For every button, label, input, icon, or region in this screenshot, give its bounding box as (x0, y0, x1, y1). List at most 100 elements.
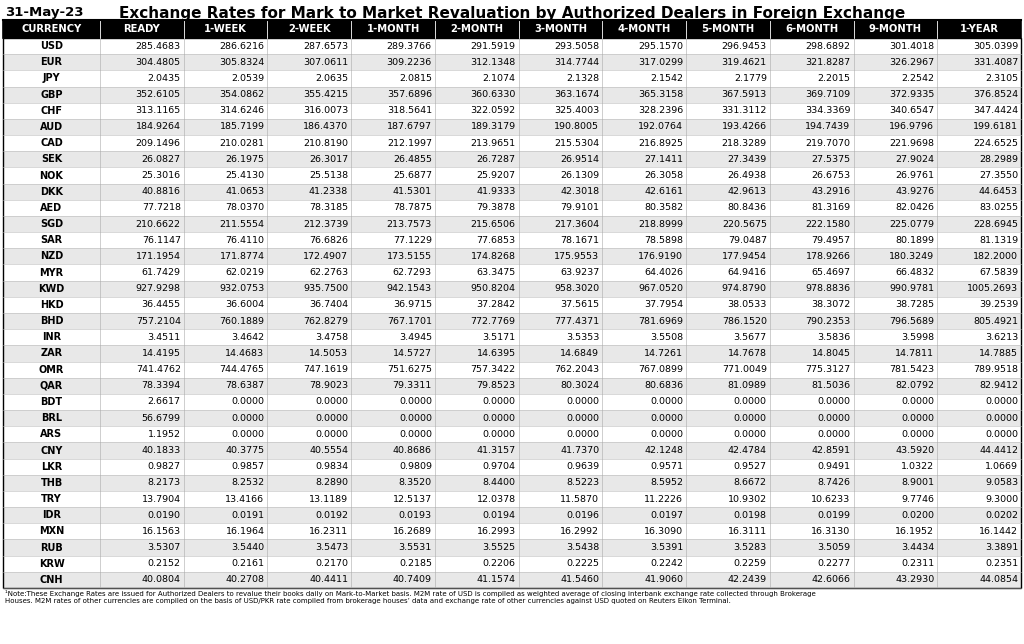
Text: 16.3111: 16.3111 (728, 527, 767, 536)
Text: 0.9704: 0.9704 (482, 462, 516, 471)
Text: 0.9857: 0.9857 (231, 462, 264, 471)
Text: 319.4621: 319.4621 (722, 58, 767, 67)
Text: 11.2226: 11.2226 (644, 495, 683, 504)
Text: QAR: QAR (40, 381, 63, 391)
Text: AED: AED (40, 203, 62, 213)
Bar (3, 524, 1021, 540)
Text: 43.2916: 43.2916 (811, 187, 851, 196)
Text: 3.5440: 3.5440 (231, 543, 264, 552)
Text: 215.5304: 215.5304 (554, 138, 599, 147)
Text: 80.6836: 80.6836 (644, 381, 683, 390)
Text: 26.3017: 26.3017 (309, 155, 348, 164)
Text: 14.4195: 14.4195 (141, 349, 180, 358)
Text: 3.5059: 3.5059 (817, 543, 851, 552)
Text: 81.1319: 81.1319 (979, 236, 1018, 245)
Text: 0.0000: 0.0000 (231, 430, 264, 439)
Text: NOK: NOK (40, 171, 63, 180)
Text: 16.2311: 16.2311 (309, 527, 348, 536)
Text: 16.2993: 16.2993 (476, 527, 516, 536)
Text: 0.2311: 0.2311 (901, 559, 934, 568)
Text: 314.6246: 314.6246 (219, 106, 264, 115)
Text: 352.6105: 352.6105 (135, 90, 180, 99)
Text: 80.8436: 80.8436 (728, 204, 767, 213)
Text: 80.3582: 80.3582 (644, 204, 683, 213)
Text: 0.2351: 0.2351 (985, 559, 1018, 568)
Text: 215.6506: 215.6506 (471, 220, 516, 229)
Text: 40.7409: 40.7409 (393, 575, 432, 584)
Text: 309.2236: 309.2236 (387, 58, 432, 67)
Text: 14.5053: 14.5053 (309, 349, 348, 358)
Text: 10.9302: 10.9302 (728, 495, 767, 504)
Text: 8.7426: 8.7426 (817, 478, 851, 488)
Text: 8.3520: 8.3520 (398, 478, 432, 488)
Text: 293.5058: 293.5058 (554, 42, 599, 51)
Text: 0.0000: 0.0000 (482, 430, 516, 439)
Text: 287.6573: 287.6573 (303, 42, 348, 51)
Text: 307.0611: 307.0611 (303, 58, 348, 67)
Text: 0.0000: 0.0000 (817, 413, 851, 422)
Text: 83.0255: 83.0255 (979, 204, 1018, 213)
Text: 0.0199: 0.0199 (817, 511, 851, 520)
Text: 331.3112: 331.3112 (722, 106, 767, 115)
Text: 171.1954: 171.1954 (136, 252, 180, 261)
Text: 210.0281: 210.0281 (219, 138, 264, 147)
Text: 184.9264: 184.9264 (136, 122, 180, 131)
Text: 79.0487: 79.0487 (728, 236, 767, 245)
Text: 3.5353: 3.5353 (566, 333, 599, 342)
Text: 40.4411: 40.4411 (309, 575, 348, 584)
Text: 199.6181: 199.6181 (973, 122, 1018, 131)
Bar (3, 329, 1021, 345)
Text: 789.9518: 789.9518 (973, 365, 1018, 374)
Text: 3.5438: 3.5438 (566, 543, 599, 552)
Text: 0.2225: 0.2225 (566, 559, 599, 568)
Text: 3.5508: 3.5508 (650, 333, 683, 342)
Text: 0.2170: 0.2170 (315, 559, 348, 568)
Text: 26.7287: 26.7287 (476, 155, 516, 164)
Text: 43.5920: 43.5920 (895, 446, 934, 455)
Text: 369.7109: 369.7109 (806, 90, 851, 99)
Text: 0.0000: 0.0000 (734, 413, 767, 422)
Text: 39.2539: 39.2539 (979, 300, 1018, 309)
Text: 77.7218: 77.7218 (141, 204, 180, 213)
Text: 64.4026: 64.4026 (644, 268, 683, 277)
Text: 328.2396: 328.2396 (638, 106, 683, 115)
Text: 0.0000: 0.0000 (985, 413, 1018, 422)
Text: 316.0073: 316.0073 (303, 106, 348, 115)
Bar (3, 54, 1021, 70)
Text: ZAR: ZAR (40, 348, 62, 359)
Text: 14.7811: 14.7811 (895, 349, 934, 358)
Text: 301.4018: 301.4018 (889, 42, 934, 51)
Text: 367.5913: 367.5913 (722, 90, 767, 99)
Text: 8.5223: 8.5223 (566, 478, 599, 488)
Text: 61.7429: 61.7429 (141, 268, 180, 277)
Text: 304.4805: 304.4805 (135, 58, 180, 67)
Text: NZD: NZD (40, 251, 63, 261)
Text: 31-May-23: 31-May-23 (5, 6, 84, 19)
Text: 0.9491: 0.9491 (817, 462, 851, 471)
Text: 0.0198: 0.0198 (734, 511, 767, 520)
Text: 211.5554: 211.5554 (219, 220, 264, 229)
Text: 767.0899: 767.0899 (638, 365, 683, 374)
Text: 2.1074: 2.1074 (482, 74, 516, 83)
Text: 26.1309: 26.1309 (560, 171, 599, 180)
Bar (3, 119, 1021, 135)
Text: 210.6622: 210.6622 (136, 220, 180, 229)
Text: 76.6826: 76.6826 (309, 236, 348, 245)
Text: 12.5137: 12.5137 (393, 495, 432, 504)
Bar (3, 345, 1021, 361)
Text: 14.6395: 14.6395 (476, 349, 516, 358)
Text: 2.1542: 2.1542 (650, 74, 683, 83)
Text: 212.1997: 212.1997 (387, 138, 432, 147)
Text: 41.5460: 41.5460 (560, 575, 599, 584)
Text: 757.3422: 757.3422 (470, 365, 516, 374)
Text: 0.0196: 0.0196 (566, 511, 599, 520)
Text: 0.0000: 0.0000 (566, 413, 599, 422)
Text: 775.3127: 775.3127 (806, 365, 851, 374)
Text: ARS: ARS (40, 430, 62, 439)
Text: 42.6066: 42.6066 (812, 575, 851, 584)
Text: 82.0792: 82.0792 (895, 381, 934, 390)
Text: 62.0219: 62.0219 (225, 268, 264, 277)
Text: 36.9715: 36.9715 (393, 300, 432, 309)
Text: 744.4765: 744.4765 (219, 365, 264, 374)
Text: 41.1574: 41.1574 (476, 575, 516, 584)
